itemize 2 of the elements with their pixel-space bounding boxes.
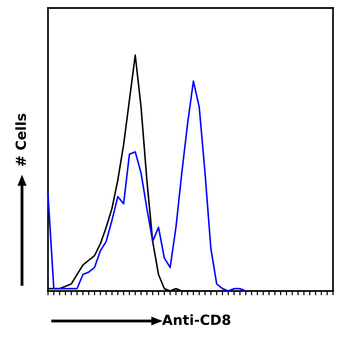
x-axis-title: Anti-CD8 bbox=[162, 314, 230, 326]
y-axis-title: # Cells bbox=[15, 114, 26, 166]
